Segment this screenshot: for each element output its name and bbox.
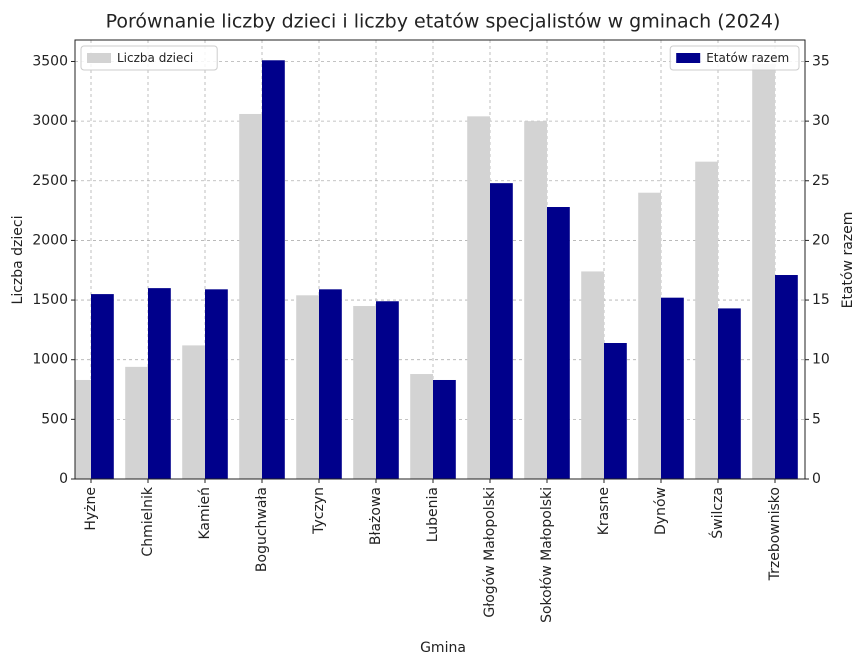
y2-tick-label: 20 [812,232,830,248]
bar [604,343,627,479]
y2-tick-label: 30 [812,113,830,129]
x-tick-label: Boguchwała [254,487,270,572]
x-tick-label: Dynów [653,487,669,535]
bar [581,271,604,479]
y2-tick-label: 35 [812,53,830,69]
bar [125,366,148,479]
bar [91,294,114,479]
bar [661,297,684,479]
bar [262,60,285,479]
bars [75,60,798,479]
legend-label: Liczba dzieci [117,51,193,65]
y-tick-label: 2000 [32,232,68,248]
y2-tick-label: 5 [812,411,821,427]
bar [695,161,718,479]
x-tick-label: Hyżne [83,487,99,531]
y2-tick-label: 10 [812,352,830,368]
chart-title: Porównanie liczby dzieci i liczby etatów… [106,11,781,33]
legend-box [669,45,800,71]
x-tick-label: Błażowa [368,487,384,545]
bar [433,379,456,479]
y-tick-label: 500 [41,411,68,427]
x-tick-label: Kamień [197,487,213,540]
bar [205,289,228,479]
bar [638,192,661,479]
legend-swatch [676,53,701,63]
bar [376,301,399,479]
y-axis-label: Liczba dzieci [10,216,26,305]
x-axis-label: Gmina [420,640,466,656]
x-tick-label: Krasne [596,487,612,535]
y2-axis-label: Etatów razem [840,212,856,309]
bar [410,374,433,479]
bar [296,295,319,479]
legend-box [80,45,218,71]
y-tick-label: 1500 [32,292,68,308]
y-tick-label: 1000 [32,352,68,368]
x-tick-label: Sokołów Małopolski [539,487,555,623]
y-tick-label: 0 [59,471,68,487]
bar [75,379,91,479]
x-tick-label: Chmielnik [140,486,156,556]
bar [524,121,547,479]
y-tick-label: 3000 [32,113,68,129]
bar [718,308,741,479]
y-tick-label: 3500 [32,53,68,69]
plot-frame [74,39,806,480]
y2-tick-label: 25 [812,173,830,189]
legend: Liczba dzieci [80,45,218,71]
y2-tick-label: 0 [812,471,821,487]
x-tick-label: Głogów Małopolski [482,487,498,618]
bar [775,275,798,479]
x-tick-label: Trzebownisko [767,487,783,581]
y2-tick-label: 15 [812,292,830,308]
legend-swatch [87,53,111,63]
bar [547,207,570,479]
x-tick-label: Świlcza [708,487,726,539]
bar [182,345,205,479]
legend-label: Etatów razem [706,51,789,65]
y-tick-label: 2500 [32,173,68,189]
bar [148,288,171,479]
legend: Etatów razem [669,45,800,71]
bar [239,113,262,479]
bar [353,306,376,479]
axes: 0 500 1000 1500 2000 2500 3000 3500 0 5 10 15 20 25 30… [32,39,830,623]
x-tick-label: Tyczyn [311,487,327,535]
bar [752,63,775,479]
bar [319,289,342,479]
bar [467,116,490,479]
x-tick-label: Lubenia [425,487,441,542]
bar [490,183,513,479]
